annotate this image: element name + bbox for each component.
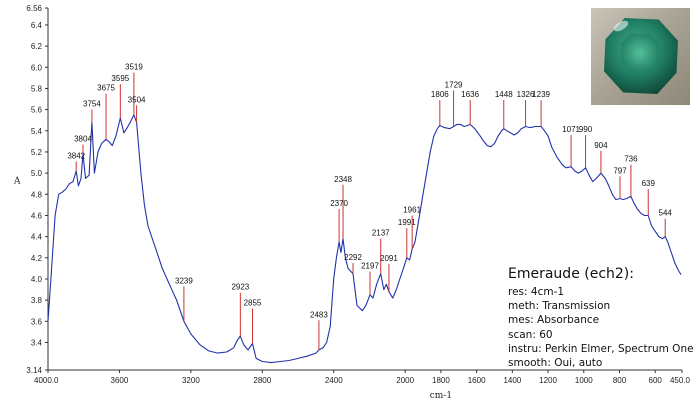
x-tick-label: 1800 (432, 376, 450, 385)
peak-label: 544 (659, 209, 673, 218)
peak-label: 3804 (74, 135, 92, 144)
x-tick-label: 800 (613, 376, 627, 385)
x-tick-label: 1400 (503, 376, 521, 385)
emerald-gem-photo (591, 8, 690, 105)
y-tick-label: 3.6 (31, 317, 43, 326)
info-line-resolution: res: 4cm-1 (508, 286, 565, 298)
peak-label: 1448 (495, 90, 513, 99)
y-tick-label: 6.4 (31, 21, 43, 30)
y-tick-label: 5.0 (31, 169, 43, 178)
x-axis-label: cm-1 (430, 391, 452, 401)
y-tick-label: 6.56 (26, 4, 42, 13)
peak-label: 1326 (517, 90, 535, 99)
info-line-smoothing: smooth: Oui, auto (508, 357, 603, 370)
y-tick-label: 6.2 (31, 42, 43, 51)
peak-label: 1239 (532, 90, 550, 99)
y-tick-label: 3.14 (26, 366, 42, 375)
peak-label: 3675 (97, 84, 115, 93)
chart-series (47, 114, 682, 364)
spectrum-line (47, 114, 682, 364)
y-axis-label: A (13, 177, 21, 187)
y-tick-label: 5.6 (31, 106, 43, 115)
gem-facet-shape (621, 34, 659, 72)
peak-label: 990 (579, 125, 593, 134)
y-tick-label: 6.0 (31, 63, 43, 72)
peak-label: 3842 (67, 151, 85, 160)
peak-label: 1729 (445, 81, 463, 90)
peak-label: 1806 (431, 90, 449, 99)
peak-label: 1961 (403, 205, 421, 214)
peak-label: 2091 (380, 254, 398, 263)
peak-label: 2370 (330, 199, 348, 208)
y-tick-label: 4.0 (31, 275, 43, 284)
y-tick-label: 4.2 (31, 254, 43, 263)
peak-label: 3239 (175, 276, 193, 285)
x-tick-label: 3200 (182, 376, 200, 385)
peak-label: 3519 (125, 63, 143, 72)
y-tick-label: 4.8 (31, 190, 43, 199)
peak-label: 736 (624, 155, 638, 164)
peak-label: 2197 (361, 262, 379, 271)
x-tick-label: 4000.0 (34, 376, 59, 385)
x-tick-label: 1600 (468, 376, 486, 385)
peak-label: 904 (594, 141, 608, 150)
x-tick-label: 2000 (396, 376, 414, 385)
info-line-scans: scan: 60 (508, 328, 553, 341)
peak-label: 2137 (372, 229, 390, 238)
peak-label: 1636 (461, 90, 479, 99)
x-tick-label: 1000 (575, 376, 593, 385)
chart-ticks: 3.14 3.4 3.6 3.8 4.0 4.2 4.4 4.6 4.8 5.0 5.2 5.4 5.6… (26, 4, 690, 385)
y-tick-label: 3.8 (31, 296, 43, 305)
peak-label: 2483 (310, 310, 328, 319)
y-tick-label: 5.8 (31, 84, 43, 93)
peak-label: 1071 (562, 125, 580, 134)
x-tick-label: 2400 (325, 376, 343, 385)
sample-title: Emeraude (ech2): (508, 266, 634, 282)
info-line-method: meth: Transmission (508, 300, 611, 313)
chart-axes (47, 8, 682, 371)
info-line-instrument: instru: Perkin Elmer, Spectrum One (508, 342, 694, 355)
peak-label: 797 (613, 166, 627, 175)
x-tick-label: 2800 (253, 376, 271, 385)
peak-label: 2348 (334, 175, 352, 184)
peak-label: 2292 (344, 253, 362, 262)
y-tick-label: 4.6 (31, 211, 43, 220)
peak-label: 1991 (398, 218, 416, 227)
peak-label: 639 (642, 179, 656, 188)
x-tick-label: 3600 (111, 376, 129, 385)
y-tick-label: 5.2 (31, 148, 43, 157)
info-line-measure: mes: Absorbance (508, 314, 600, 327)
peak-label: 3754 (83, 100, 101, 109)
y-tick-label: 4.4 (31, 233, 43, 242)
x-tick-label: 1200 (539, 376, 557, 385)
peak-label: 3504 (128, 95, 146, 104)
y-tick-label: 3.4 (31, 338, 43, 347)
x-tick-label: 450.0 (670, 376, 691, 385)
x-tick-label: 600 (649, 376, 663, 385)
peak-label: 3595 (111, 74, 129, 83)
sample-info-box: Emeraude (ech2): res: 4cm-1 meth: Transm… (508, 266, 698, 370)
peak-label: 2855 (244, 299, 262, 308)
peak-label: 2923 (231, 283, 249, 292)
y-tick-label: 5.4 (31, 127, 43, 136)
